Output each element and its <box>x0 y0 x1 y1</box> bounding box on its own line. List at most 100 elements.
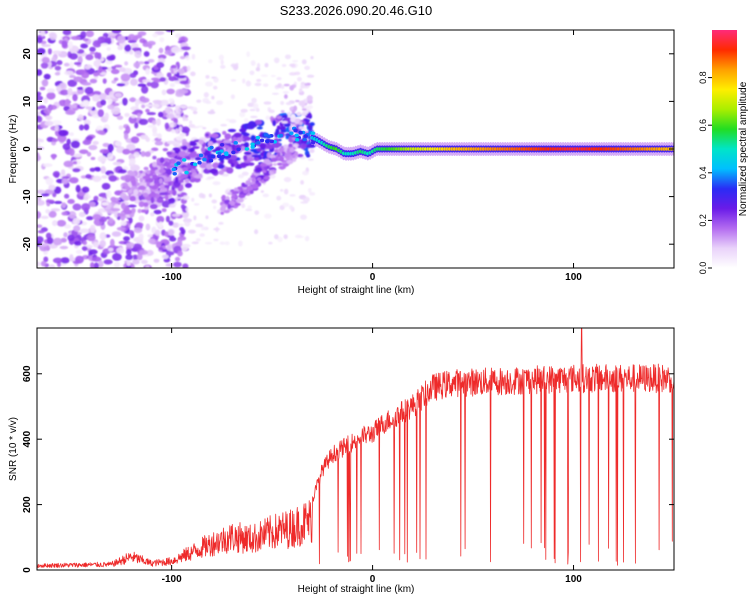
heatmap-ridge-cell <box>150 196 155 204</box>
heatmap-noise-cell <box>85 30 95 38</box>
heatmap-noise-cell <box>279 188 284 192</box>
heatmap-noise-cell <box>116 247 125 254</box>
heatmap-noise-cell <box>164 106 172 114</box>
heatmap-ridge-cell <box>224 133 232 140</box>
heatmap-ridge-dot <box>263 133 269 137</box>
heatmap-noise-cell <box>281 120 288 124</box>
heatmap-noise-cell <box>151 119 157 126</box>
heatmap-noise-cell <box>44 120 54 127</box>
heatmap-noise-cell <box>135 222 144 228</box>
figure-title: S233.2026.090.20.46.G10 <box>280 3 433 18</box>
heatmap-noise-cell <box>174 128 180 135</box>
heatmap-ridge-cell <box>138 201 145 208</box>
heatmap-ridge-dot <box>202 157 207 162</box>
heatmap-noise-cell <box>283 83 290 87</box>
heatmap-ridge-cell <box>223 139 232 144</box>
heatmap-noise-cell <box>98 92 108 101</box>
heatmap-noise-cell <box>168 98 174 103</box>
heatmap-noise-cell <box>92 39 102 48</box>
heatmap-noise-cell <box>70 140 80 149</box>
heatmap-noise-cell <box>79 228 90 234</box>
heatmap-noise-cell <box>101 182 111 190</box>
heatmap-noise-cell <box>141 97 150 103</box>
heatmap-noise-cell <box>69 254 74 262</box>
heatmap-ridge-cell <box>166 151 173 156</box>
heatmap-noise-cell <box>81 71 90 79</box>
heatmap-secondary-ridge-cell <box>292 157 297 162</box>
heatmap-noise-cell <box>79 149 89 155</box>
heatmap-ridge-cell <box>256 147 262 152</box>
heatmap-noise-cell <box>133 151 140 158</box>
heatmap-noise-cell <box>100 43 109 47</box>
heatmap-noise-cell <box>73 76 83 83</box>
heatmap-noise-cell <box>159 77 166 82</box>
heatmap-noise-cell <box>304 235 310 242</box>
heatmap-noise-cell <box>80 31 87 39</box>
heatmap-noise-cell <box>48 104 58 110</box>
heatmap-noise-cell <box>37 189 46 194</box>
heatmap-noise-cell <box>108 247 114 252</box>
heatmap-noise-cell <box>290 117 296 123</box>
y-tick-label: 0 <box>22 567 33 573</box>
x-tick-label: -100 <box>162 272 182 283</box>
heatmap-noise-cell <box>40 30 46 37</box>
heatmap-ridge-dot <box>233 141 238 145</box>
heatmap-ridge-cell <box>285 134 290 140</box>
heatmap-noise-cell <box>213 85 218 90</box>
heatmap-noise-cell <box>82 99 90 107</box>
heatmap-ridge-cell <box>182 167 189 172</box>
heatmap-noise-cell <box>170 64 177 69</box>
heatmap-noise-cell <box>129 72 137 78</box>
heatmap-noise-cell <box>296 111 302 117</box>
heatmap-noise-cell <box>152 126 158 134</box>
heatmap-noise-cell <box>73 225 81 232</box>
heatmap-noise-cell <box>185 218 193 223</box>
heatmap-ridge-cell <box>142 175 151 180</box>
heatmap-noise-cell <box>88 201 96 207</box>
heatmap-noise-cell <box>153 258 160 263</box>
heatmap-noise-cell <box>61 202 67 209</box>
heatmap-noise-cell <box>97 197 107 202</box>
heatmap-ridge-cell <box>159 192 168 196</box>
heatmap-noise-cell <box>165 30 175 33</box>
heatmap-ridge-dot <box>250 142 255 147</box>
heatmap-noise-cell <box>177 68 185 75</box>
heatmap-noise-cell <box>307 187 312 193</box>
heatmap-noise-cell <box>289 63 296 67</box>
heatmap-noise-cell <box>91 256 102 262</box>
heatmap-ridge-cell <box>194 156 202 161</box>
heatmap-secondary-ridge-cell <box>269 154 276 159</box>
heatmap-secondary-ridge-cell <box>272 162 278 166</box>
heatmap-noise-cell <box>289 194 296 197</box>
heatmap-noise-cell <box>184 55 191 61</box>
heatmap-noise-cell <box>276 77 282 81</box>
heatmap-noise-cell <box>301 112 308 117</box>
x-tick-label: 100 <box>565 574 582 585</box>
heatmap-noise-cell <box>269 174 276 179</box>
heatmap-noise-cell <box>98 260 104 268</box>
heatmap-noise-cell <box>207 176 215 180</box>
heatmap-noise-cell <box>131 47 142 51</box>
heatmap-noise-cell <box>113 210 119 218</box>
heatmap-ridge-cell <box>140 209 148 213</box>
heatmap-noise-cell <box>64 224 71 229</box>
heatmap-noise-cell <box>52 237 63 246</box>
heatmap-noise-cell <box>108 217 114 224</box>
heatmap-secondary-ridge-cell <box>251 183 259 190</box>
heatmap-noise-cell <box>42 163 53 168</box>
heatmap-noise-cell <box>113 261 121 268</box>
spectrogram-y-ticks: -20 -10 0 10 20 <box>22 48 674 251</box>
heatmap-noise-cell <box>99 239 106 248</box>
heatmap-noise-cell <box>107 104 115 110</box>
heatmap-noise-cell <box>263 101 272 105</box>
heatmap-noise-cell <box>195 238 201 242</box>
heatmap-noise-cell <box>54 71 61 76</box>
heatmap-noise-cell <box>41 193 50 197</box>
heatmap-noise-cell <box>150 212 155 217</box>
heatmap-noise-cell <box>249 70 255 76</box>
heatmap-ridge-cell <box>309 122 315 127</box>
heatmap-noise-cell <box>60 257 70 264</box>
heatmap-ridge-cell <box>123 209 133 215</box>
heatmap-noise-cell <box>245 208 253 212</box>
heatmap-noise-cell <box>230 79 237 82</box>
